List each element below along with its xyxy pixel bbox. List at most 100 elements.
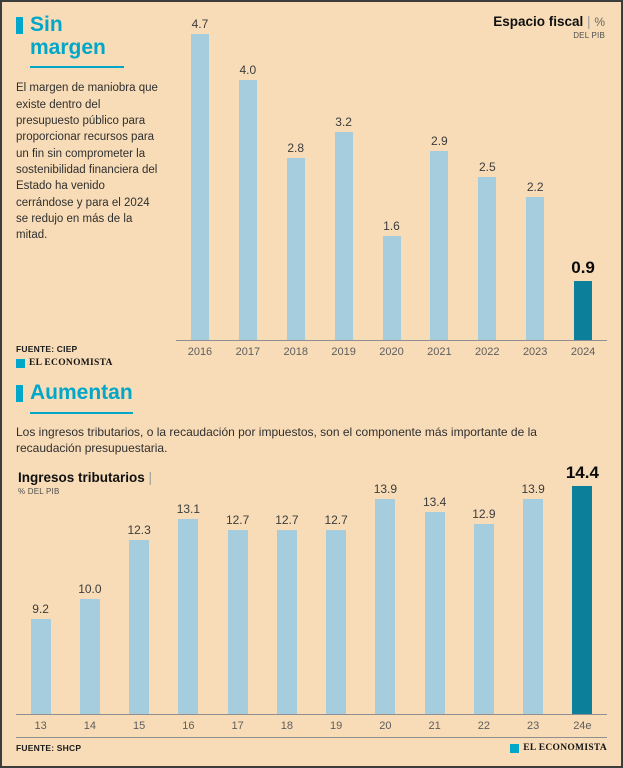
section-espacio-fiscal: Sin margen El margen de maniobra que exi…: [16, 13, 607, 370]
bar: [276, 530, 297, 715]
axis-label: 23: [527, 720, 540, 733]
chart-title: Espacio fiscal | %: [493, 14, 605, 29]
bar-group: 9.2: [16, 602, 65, 715]
source-label: FUENTE: SHCP: [16, 743, 82, 754]
axis-label: 2019: [331, 346, 356, 358]
bar: [523, 499, 544, 715]
bar-value-label: 2.8: [287, 141, 305, 155]
section-title-text: Aumentan: [30, 381, 133, 414]
axis-label: 19: [330, 720, 343, 733]
bar-group: 2.8: [272, 141, 320, 340]
bar-group: 2.5: [463, 160, 511, 340]
bar: [227, 530, 248, 715]
brand-logo: EL ECONOMISTA: [510, 743, 607, 753]
bar-plot: 9.2 10.0 12.3 13.1 12.7 12.7 12.7 13.9 13.4 12.9 1…: [16, 462, 607, 715]
bar-group: 2.2: [511, 180, 559, 340]
chart-header: Espacio fiscal | % DEL PIB: [493, 14, 605, 40]
bar-value-label: 1.6: [383, 219, 400, 233]
section-title-text: Sin margen: [30, 13, 124, 69]
brand-label: EL ECONOMISTA: [29, 358, 113, 368]
bar-group: 13.1: [164, 502, 213, 715]
bar-value-label: 13.1: [176, 502, 201, 517]
section-ingresos-tributarios: Aumentan Los ingresos tributarios, o la …: [16, 381, 607, 756]
bar: [286, 158, 305, 340]
bar-value-label: 10.0: [78, 582, 102, 597]
bar: [30, 619, 51, 715]
source-block: FUENTE: CIEP EL ECONOMISTA: [16, 344, 162, 370]
brand-icon: [510, 743, 520, 753]
chart-subtitle: % DEL PIB: [18, 487, 60, 497]
bar-value-label: 13.4: [422, 495, 447, 510]
highlight-bar: [572, 486, 593, 715]
bar-value-label: 2.9: [431, 134, 448, 148]
bar-plot: 4.7 4.0 2.8 3.2 1.6 2.9 2.5 2.2 0.9: [176, 14, 607, 340]
axis-label: 24e: [573, 720, 592, 733]
chart-title-text: Ingresos tributarios: [18, 470, 145, 486]
bar-value-label: 12.3: [127, 523, 151, 538]
chart-title: Ingresos tributarios |: [18, 470, 152, 485]
x-axis: 13 14 15 16 17 18 19 20 21 22 23 24e: [16, 714, 607, 739]
bar-group: 13.4: [410, 495, 459, 715]
bar-value-label: 12.9: [472, 507, 496, 522]
bar-value-label: 12.7: [324, 513, 348, 528]
bar-group: 14.4: [558, 463, 607, 715]
title-marker-icon: [16, 385, 23, 402]
brand-logo: EL ECONOMISTA: [16, 358, 162, 368]
axis-label: 20: [379, 720, 392, 733]
bar-value-label: 14.4: [565, 463, 599, 483]
bar: [473, 524, 494, 715]
section-title-sin-margen: Sin margen: [16, 13, 162, 69]
axis-label: 2018: [283, 346, 308, 358]
bar: [190, 34, 209, 340]
bar-value-label: 2.2: [526, 180, 544, 194]
bar-group: 3.2: [320, 115, 368, 340]
axis-label: 2020: [379, 346, 404, 358]
left-column: Sin margen El margen de maniobra que exi…: [16, 13, 162, 370]
source-row: FUENTE: SHCP EL ECONOMISTA: [16, 743, 607, 753]
axis-label: 2021: [427, 346, 452, 358]
bar: [334, 132, 353, 340]
bar-value-label: 12.7: [275, 513, 299, 528]
bar-group: 12.7: [312, 513, 361, 715]
axis-label: 17: [231, 720, 244, 733]
bar: [79, 599, 100, 715]
bar: [526, 197, 545, 340]
bar: [375, 499, 396, 715]
section-title-aumentan: Aumentan: [16, 381, 607, 414]
bar-value-label: 4.0: [239, 63, 257, 77]
bar-group: 12.7: [262, 513, 311, 715]
axis-label: 2022: [475, 346, 500, 358]
separator: |: [148, 470, 153, 486]
bar: [129, 540, 150, 715]
ingresos-tributarios-chart: Ingresos tributarios | % DEL PIB 9.2 10.0…: [16, 462, 607, 753]
bar-value-label: 12.7: [225, 513, 250, 528]
bar: [430, 151, 449, 340]
bar-group: 1.6: [368, 219, 416, 340]
bar-group: 4.0: [224, 63, 272, 340]
section-description: Los ingresos tributarios, o la recaudaci…: [16, 424, 537, 455]
section-description: El margen de maniobra que existe dentro …: [16, 82, 158, 242]
bar-value-label: 0.9: [571, 258, 595, 277]
axis-label: 2017: [235, 346, 261, 358]
bar-group: 12.3: [115, 523, 164, 715]
axis-label: 2024: [570, 346, 596, 358]
brand-icon: [16, 358, 25, 368]
axis-label: 13: [34, 720, 47, 733]
bar: [178, 519, 199, 715]
axis-label: 22: [477, 720, 490, 733]
bar: [238, 80, 257, 340]
axis-label: 2023: [522, 346, 548, 358]
x-axis: 2016 2017 2018 2019 2020 2021 2022 2023 2024: [176, 340, 607, 358]
espacio-fiscal-chart: Espacio fiscal | % DEL PIB 4.7 4.0 2.8 3.2 1…: [176, 14, 607, 370]
bar-group: 13.9: [509, 482, 558, 715]
bar-group: 12.9: [459, 507, 508, 715]
axis-label: 14: [83, 720, 96, 733]
chart-subtitle: DEL PIB: [573, 31, 605, 40]
bar: [424, 512, 445, 715]
highlight-bar: [574, 281, 593, 340]
bar-group: 13.9: [361, 482, 410, 715]
bar-value-label: 3.2: [335, 115, 352, 129]
bar-value-label: 9.2: [32, 602, 49, 617]
bar-group: 2.9: [415, 134, 463, 340]
